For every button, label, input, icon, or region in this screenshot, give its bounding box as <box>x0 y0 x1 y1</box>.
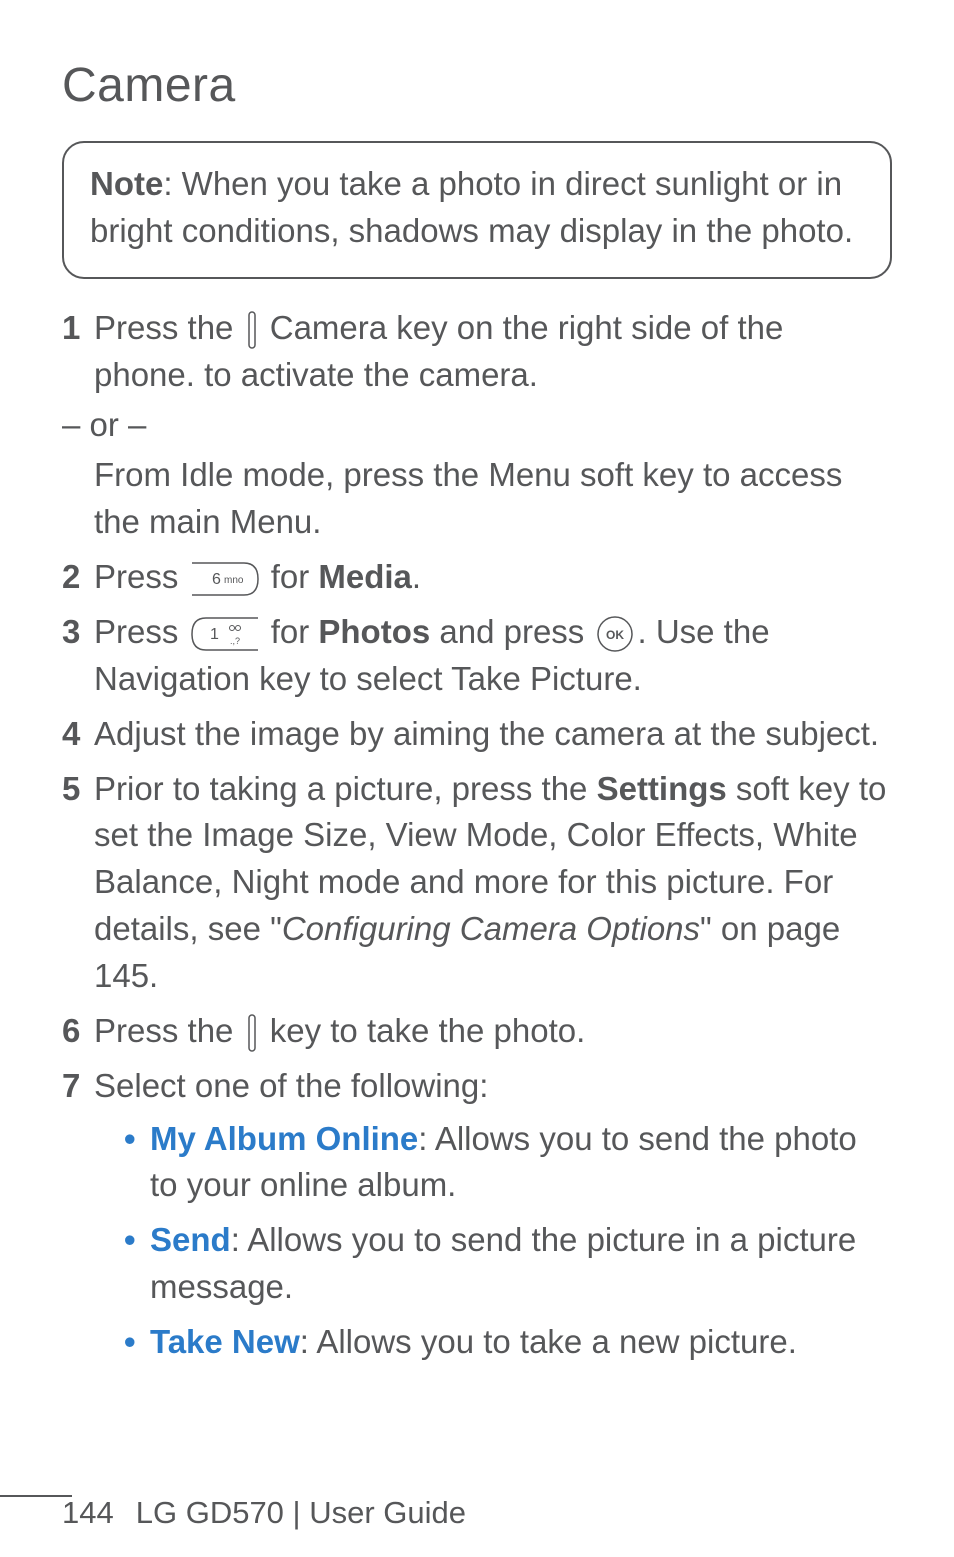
step-number: 6 <box>62 1008 94 1055</box>
svg-text:.,?: .,? <box>230 636 240 646</box>
step-6: 6 Press the key to take the photo. <box>62 1008 892 1055</box>
step-number: 7 <box>62 1063 94 1374</box>
list-item: Take New: Allows you to take a new pictu… <box>124 1319 892 1366</box>
note-label: Note <box>90 165 163 202</box>
footer-sep: | <box>284 1495 309 1530</box>
list-item: My Album Online: Allows you to send the … <box>124 1116 892 1210</box>
svg-text:mno: mno <box>224 575 244 586</box>
step-4: 4 Adjust the image by aiming the camera … <box>62 711 892 758</box>
svg-text:6: 6 <box>212 571 221 588</box>
step-7-text: Select one of the following: <box>94 1067 488 1104</box>
steps-list-2: 2 Press 6mno for Media. 3 Press 1.,? for… <box>62 554 892 1374</box>
step-body: Press 6mno for Media. <box>94 554 892 601</box>
step-2: 2 Press 6mno for Media. <box>62 554 892 601</box>
camera-key-icon <box>245 311 259 349</box>
svg-text:1: 1 <box>210 626 219 643</box>
sublist-lead: Send <box>150 1221 231 1258</box>
step-body: Select one of the following: My Album On… <box>94 1063 892 1374</box>
or-indent: From Idle mode, press the Menu soft key … <box>94 452 892 546</box>
step-2-text-a: Press <box>94 558 188 595</box>
sublist-text: : Allows you to send the picture in a pi… <box>150 1221 856 1305</box>
steps-list: 1 Press the Camera key on the right side… <box>62 305 892 399</box>
note-body: : When you take a photo in direct sunlig… <box>90 165 853 249</box>
step-3-text-c: and press <box>430 613 593 650</box>
step-number: 1 <box>62 305 94 399</box>
step-3-text-b: for <box>262 613 319 650</box>
footer-model: LG GD570 <box>136 1495 284 1530</box>
page-number: 144 <box>62 1495 114 1531</box>
menu-label: Menu <box>488 456 571 493</box>
key-1-icon: 1.,? <box>190 616 260 652</box>
note-text: Note: When you take a photo in direct su… <box>90 161 864 255</box>
footer-rule <box>0 1495 72 1497</box>
step-2-text-b: for <box>262 558 319 595</box>
step-body: Press the key to take the photo. <box>94 1008 892 1055</box>
sublist-lead: Take New <box>150 1323 300 1360</box>
step-body: Adjust the image by aiming the camera at… <box>94 711 892 758</box>
or-separator: – or – <box>62 406 892 444</box>
chapter-title: Camera <box>62 58 892 113</box>
step-number: 2 <box>62 554 94 601</box>
step-7: 7 Select one of the following: My Album … <box>62 1063 892 1374</box>
step-6-text-a: Press the <box>94 1012 243 1049</box>
photos-label: Photos <box>318 613 430 650</box>
or-text-a: From Idle mode, press the <box>94 456 488 493</box>
ok-key-icon: OK <box>595 614 635 654</box>
sublist: My Album Online : Allows you to send the … <box>94 1116 892 1366</box>
page: Camera Note: When you take a photo in di… <box>0 0 954 1374</box>
configuring-ref: Configuring Camera Options <box>282 910 700 947</box>
step-6-text-b: key to take the photo. <box>261 1012 586 1049</box>
step-5-text-a: Prior to taking a picture, press the <box>94 770 597 807</box>
step-5: 5 Prior to taking a picture, press the S… <box>62 766 892 1000</box>
list-item: Send: Allows you to send the picture in … <box>124 1217 892 1311</box>
step-body: Press 1.,? for Photos and press OK. Use … <box>94 609 892 703</box>
key-6-icon: 6mno <box>190 561 260 597</box>
footer-text: LG GD570 | User Guide <box>136 1495 466 1531</box>
step-body: Press the Camera key on the right side o… <box>94 305 892 399</box>
step-body: Prior to taking a picture, press the Set… <box>94 766 892 1000</box>
settings-label: Settings <box>597 770 727 807</box>
svg-text:OK: OK <box>606 628 624 642</box>
sublist-text: : Allows you to take a new picture. <box>300 1323 797 1360</box>
step-3-text-a: Press <box>94 613 188 650</box>
page-footer: 144 LG GD570 | User Guide <box>0 1495 954 1531</box>
step-2-text-c: . <box>412 558 421 595</box>
step-number: 3 <box>62 609 94 703</box>
camera-key-icon <box>245 1014 259 1052</box>
sublist-lead: My Album Online <box>150 1120 418 1157</box>
step-number: 5 <box>62 766 94 1000</box>
note-box: Note: When you take a photo in direct su… <box>62 141 892 279</box>
step-1: 1 Press the Camera key on the right side… <box>62 305 892 399</box>
media-label: Media <box>318 558 412 595</box>
footer-guide: User Guide <box>309 1495 466 1530</box>
step-number: 4 <box>62 711 94 758</box>
step-3: 3 Press 1.,? for Photos and press OK. Us… <box>62 609 892 703</box>
step-1-text-a: Press the <box>94 309 243 346</box>
